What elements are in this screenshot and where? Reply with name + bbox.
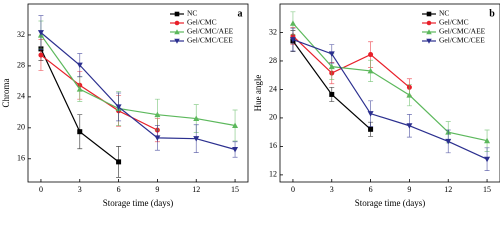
x-tick-label: 15	[231, 185, 239, 194]
x-tick-label: 0	[291, 185, 295, 194]
legend-marker	[426, 38, 432, 44]
x-tick-label: 9	[407, 185, 411, 194]
marker	[328, 63, 335, 70]
marker	[154, 135, 161, 141]
legend-marker	[426, 20, 432, 26]
legend-marker	[426, 29, 432, 35]
legend-marker	[426, 11, 432, 17]
x-tick-label: 12	[444, 185, 452, 194]
marker	[154, 111, 161, 118]
series-line	[292, 39, 488, 160]
legend-marker	[174, 29, 180, 35]
x-axis-title: Storage time (days)	[103, 198, 173, 208]
marker	[484, 137, 491, 144]
panel-label: a	[238, 8, 243, 19]
marker	[445, 138, 452, 145]
marker	[38, 52, 44, 58]
marker	[328, 51, 335, 57]
legend-label: Gel/CMC/CEE	[439, 36, 485, 45]
x-tick-label: 3	[330, 185, 334, 194]
marker	[77, 129, 83, 135]
marker	[484, 156, 491, 163]
x-tick-label: 9	[155, 185, 159, 194]
marker	[329, 91, 335, 97]
marker	[406, 123, 413, 129]
y-axis-title: Chroma	[1, 78, 11, 107]
x-tick-label: 12	[192, 185, 200, 194]
marker	[115, 104, 122, 110]
marker	[406, 92, 413, 98]
series-line	[292, 35, 410, 88]
legend-label: Gel/CMC	[439, 18, 469, 27]
y-tick-label: 12	[269, 170, 277, 179]
panel-label: b	[489, 8, 495, 19]
series-line	[292, 22, 488, 142]
y-tick-label: 16	[269, 141, 277, 150]
legend-label: NC	[187, 9, 197, 18]
legend-label: Gel/CMC/AEE	[187, 27, 234, 36]
y-tick-label: 28	[17, 61, 25, 70]
legend-marker	[174, 11, 180, 17]
series-line	[40, 54, 158, 131]
y-tick-label: 24	[17, 92, 25, 101]
y-tick-label: 32	[17, 30, 25, 39]
y-axis-title: Hue angle	[253, 75, 263, 112]
marker	[367, 67, 374, 74]
y-tick-label: 16	[17, 154, 25, 163]
marker	[368, 126, 374, 132]
marker	[193, 136, 200, 142]
x-tick-label: 3	[78, 185, 82, 194]
marker	[367, 111, 374, 117]
marker	[289, 37, 296, 43]
series-line	[40, 34, 236, 127]
y-tick-label: 20	[17, 123, 25, 132]
marker	[193, 115, 200, 122]
y-tick-label: 20	[269, 113, 277, 122]
marker	[232, 146, 239, 153]
marker	[37, 30, 44, 36]
x-tick-label: 6	[117, 185, 121, 194]
plot-frame	[279, 3, 500, 183]
marker	[232, 122, 239, 129]
y-tick-label: 32	[269, 27, 277, 36]
legend-label: Gel/CMC	[187, 18, 217, 27]
legend-label: Gel/CMC/AEE	[439, 27, 486, 36]
x-tick-label: 6	[369, 185, 373, 194]
y-tick-label: 24	[269, 84, 277, 93]
legend-marker	[174, 20, 180, 26]
marker	[289, 20, 296, 26]
plot-frame	[27, 3, 249, 183]
marker	[76, 86, 83, 92]
x-tick-label: 0	[39, 185, 43, 194]
marker	[368, 52, 374, 58]
legend-marker	[174, 38, 180, 44]
x-tick-label: 15	[483, 185, 491, 194]
legend-label: Gel/CMC/CEE	[187, 36, 233, 45]
legend-label: NC	[439, 9, 449, 18]
marker	[116, 159, 122, 165]
marker	[76, 62, 83, 69]
series-line	[40, 32, 236, 151]
x-axis-title: Storage time (days)	[355, 198, 425, 208]
y-tick-label: 28	[269, 56, 277, 65]
